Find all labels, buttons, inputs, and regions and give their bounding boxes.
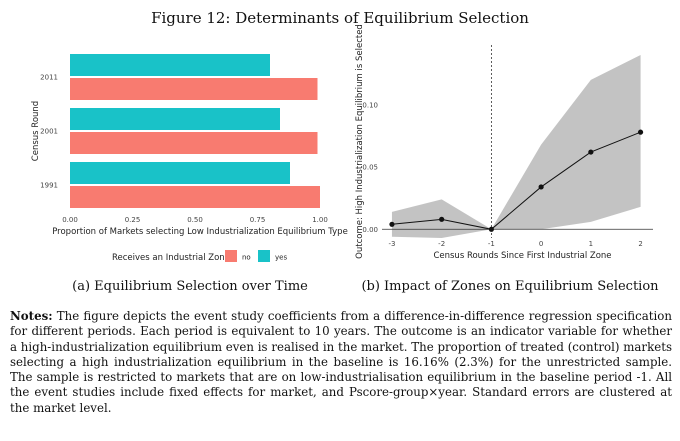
x-tick-label: 2 bbox=[638, 240, 642, 248]
x-tick-label: -3 bbox=[388, 240, 395, 248]
estimate-line bbox=[391, 131, 641, 230]
estimate-point--2 bbox=[439, 216, 445, 222]
notes-label: Notes: bbox=[10, 309, 53, 323]
y-tick-label-1991: 1991 bbox=[40, 182, 58, 190]
x-axis-label: Proportion of Markets selecting Low Indu… bbox=[52, 227, 348, 237]
bar-no-2011 bbox=[70, 78, 318, 100]
y-tick-label-2001: 2001 bbox=[40, 128, 58, 136]
estimate-point-0 bbox=[538, 184, 544, 190]
bar-yes-1991 bbox=[70, 162, 290, 184]
legend-label-no: no bbox=[242, 254, 251, 262]
y-tick-label: 0.05 bbox=[362, 164, 378, 172]
bar-no-2001 bbox=[70, 132, 318, 154]
y-tick-label-2011: 2011 bbox=[40, 74, 58, 82]
x-tick-label: -2 bbox=[438, 240, 445, 248]
figure-title: Figure 12: Determinants of Equilibrium S… bbox=[151, 9, 529, 27]
figure-notes: Notes: The figure depicts the event stud… bbox=[10, 309, 672, 416]
x-tick-label: 1.00 bbox=[312, 216, 328, 224]
notes-text: The figure depicts the event study coeff… bbox=[10, 309, 672, 415]
y-tick-label: 0.10 bbox=[362, 101, 378, 109]
estimate-point--3 bbox=[389, 221, 395, 227]
x-tick-label: -1 bbox=[488, 240, 495, 248]
estimate-point--1 bbox=[488, 226, 494, 232]
x-axis-label: Census Rounds Since First Industrial Zon… bbox=[433, 251, 611, 261]
chart-b-event-study: -3 -2 -1 0 1 2 0.00 0.05 0.10 Census Rounds Since… bbox=[355, 24, 653, 261]
chart-a-bar-chart: 2011 2001 1991 0.00 0.25 0.50 0.75 1.00 Proporti… bbox=[31, 54, 348, 263]
y-axis-label: Census Round bbox=[31, 101, 41, 161]
legend-title: Receives an Industrial Zone bbox=[112, 253, 230, 263]
x-tick-label: 0.50 bbox=[187, 216, 203, 224]
y-tick-label: 0.00 bbox=[362, 226, 378, 234]
caption-a: (a) Equilibrium Selection over Time bbox=[72, 279, 308, 294]
confidence-ribbon bbox=[391, 54, 641, 238]
x-tick-label: 1 bbox=[589, 240, 593, 248]
bar-yes-2011 bbox=[70, 54, 270, 76]
x-tick-label: 0.25 bbox=[125, 216, 141, 224]
bar-no-1991 bbox=[70, 186, 320, 208]
legend-swatch-yes bbox=[258, 250, 270, 262]
x-tick-label: 0.00 bbox=[62, 216, 78, 224]
bar-yes-2001 bbox=[70, 108, 280, 130]
x-tick-label: 0.75 bbox=[250, 216, 266, 224]
x-tick-label: 0 bbox=[539, 240, 543, 248]
estimate-point-1 bbox=[588, 149, 594, 155]
caption-b: (b) Impact of Zones on Equilibrium Selec… bbox=[361, 279, 659, 294]
legend-swatch-no bbox=[225, 250, 237, 262]
estimate-point-2 bbox=[637, 129, 644, 135]
legend-label-yes: yes bbox=[275, 254, 287, 262]
y-axis-label: Outcome: High Industrialization Equilibr… bbox=[355, 24, 365, 259]
